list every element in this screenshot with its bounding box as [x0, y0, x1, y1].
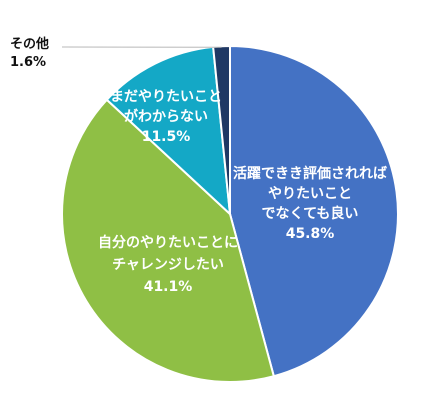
slice-category-label: やりたいこと [268, 186, 352, 202]
slice-category-label: 自分のやりたいことに [98, 234, 238, 251]
pie-slice-3 [105, 45, 232, 217]
slice-category-label: がわからない [124, 108, 208, 125]
pie-slice-1 [229, 44, 399, 378]
slice-category-label: その他 [10, 36, 49, 52]
pie-slice-2 [61, 98, 276, 383]
slice-category-label: まだやりたいこと [110, 89, 222, 105]
slice-category-label: 活躍できき評価されれば [233, 165, 387, 182]
slice-value-label: 45.8% [286, 226, 335, 242]
slice-value-label: 1.6% [10, 55, 46, 70]
slice-label-4: その他 1.6% [10, 36, 49, 70]
slice-category-label: チャレンジしたい [112, 257, 224, 273]
slice-value-label: 11.5% [142, 129, 191, 145]
slice-category-label: でなくても良い [262, 205, 359, 222]
slice-value-label: 41.1% [144, 279, 193, 295]
